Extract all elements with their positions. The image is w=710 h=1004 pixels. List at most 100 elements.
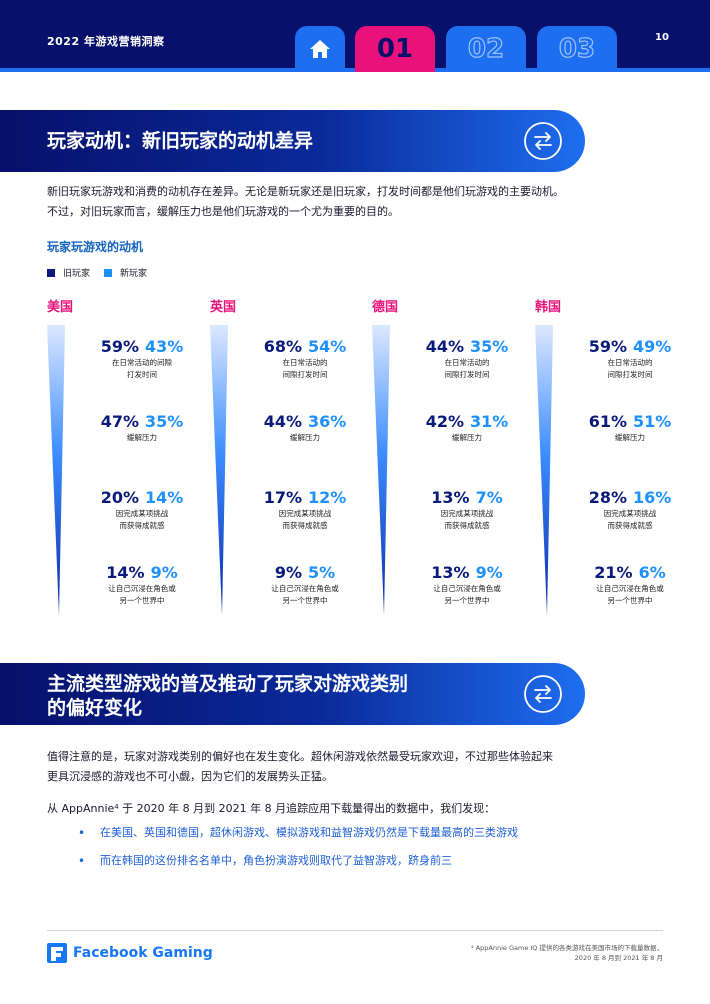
country-label: 美国	[47, 300, 74, 315]
stat-caption: 间隙打发时间	[282, 370, 328, 379]
legend-new-player: 新玩家	[104, 266, 147, 279]
section1-title: 玩家动机：新旧玩家的动机差异	[47, 130, 314, 152]
stat-caption: 另一个世界中	[607, 596, 653, 605]
tab-01-label: 01	[376, 34, 414, 64]
tab-section-02[interactable]: 02	[446, 26, 526, 72]
old-player-value: 44%	[425, 337, 464, 356]
old-player-value: 9%	[274, 563, 302, 582]
old-player-value: 20%	[100, 488, 139, 507]
old-player-value: 21%	[594, 563, 633, 582]
swap-arrows-icon	[524, 675, 562, 713]
swap-arrows-icon	[524, 122, 562, 160]
decorative-wedge	[535, 325, 553, 615]
findings-list: 在美国、英国和德国，超休闲游戏、模拟游戏和益智游戏仍然是下载量最高的三类游戏 而…	[78, 823, 518, 879]
stat-values: 14% 9%	[77, 563, 207, 583]
facebook-gaming-logo: Facebook Gaming	[47, 943, 213, 963]
stat-caption: 而获得成就感	[444, 521, 490, 530]
new-player-value: 5%	[308, 563, 336, 582]
stat-caption: 让自己沉浸在角色或	[433, 584, 501, 593]
motivation-stat: 17% 12% 因完成某项挑战 而获得成就感	[240, 488, 370, 532]
new-player-value: 35%	[470, 337, 509, 356]
stat-caption: 而获得成就感	[119, 521, 165, 530]
motivation-stat: 61% 51% 缓解压力	[565, 412, 695, 444]
new-player-value: 7%	[475, 488, 503, 507]
footnote-line1: ⁴ AppAnnie Game IQ 提供的各类游戏在美国市场的下载量数据，	[471, 944, 663, 952]
stat-caption: 因完成某项挑战	[603, 509, 657, 518]
old-player-value: 44%	[263, 412, 302, 431]
list-item: 而在韩国的这份排名名单中，角色扮演游戏则取代了益智游戏，跻身前三	[78, 851, 518, 879]
motivation-stat: 28% 16% 因完成某项挑战 而获得成就感	[565, 488, 695, 532]
stat-caption: 缓解压力	[615, 433, 645, 442]
new-player-value: 51%	[633, 412, 672, 431]
chart-title: 玩家玩游戏的动机	[47, 240, 144, 254]
stat-values: 68% 54%	[240, 337, 370, 357]
new-player-value: 12%	[308, 488, 347, 507]
section1-intro-line2: 不过，对旧玩家而言，缓解压力也是他们玩游戏的一个尤为重要的目的。	[47, 205, 399, 218]
stat-caption: 因完成某项挑战	[440, 509, 494, 518]
chart-legend: 旧玩家 新玩家	[47, 266, 147, 279]
motivation-stat: 44% 35% 在日常活动的 间隙打发时间	[402, 337, 532, 381]
old-player-value: 42%	[425, 412, 464, 431]
old-player-value: 14%	[106, 563, 145, 582]
old-player-value: 13%	[431, 563, 470, 582]
stat-values: 61% 51%	[565, 412, 695, 432]
stat-values: 42% 31%	[402, 412, 532, 432]
old-player-value: 47%	[100, 412, 139, 431]
decorative-wedge	[372, 325, 390, 615]
old-player-value: 59%	[588, 337, 627, 356]
motivation-stat: 21% 6% 让自己沉浸在角色或 另一个世界中	[565, 563, 695, 607]
motivation-stat: 13% 7% 因完成某项挑战 而获得成就感	[402, 488, 532, 532]
stat-caption: 另一个世界中	[119, 596, 165, 605]
stat-caption: 另一个世界中	[444, 596, 490, 605]
wedge-shape	[372, 325, 390, 615]
tab-home[interactable]	[295, 26, 345, 72]
section1-banner: 玩家动机：新旧玩家的动机差异	[0, 110, 585, 172]
stat-values: 59% 49%	[565, 337, 695, 357]
wedge-shape	[47, 325, 65, 615]
stat-caption: 在日常活动的间隙	[112, 358, 172, 367]
decorative-wedge	[47, 325, 65, 615]
tab-03-label: 03	[558, 33, 596, 64]
new-player-value: 35%	[145, 412, 184, 431]
stat-caption: 打发时间	[127, 370, 157, 379]
section2-title-line1: 主流类型游戏的普及推动了玩家对游戏类别	[47, 673, 409, 695]
stat-caption: 让自己沉浸在角色或	[596, 584, 664, 593]
new-player-value: 6%	[638, 563, 666, 582]
motivation-stat: 47% 35% 缓解压力	[77, 412, 207, 444]
legend-old-player: 旧玩家	[47, 266, 90, 279]
stat-caption: 另一个世界中	[282, 596, 328, 605]
footer-divider	[47, 930, 663, 931]
stat-values: 47% 35%	[77, 412, 207, 432]
stat-caption: 缓解压力	[127, 433, 157, 442]
facebook-gaming-logo-text: Facebook Gaming	[73, 945, 213, 961]
motivation-stat: 44% 36% 缓解压力	[240, 412, 370, 444]
new-player-value: 16%	[633, 488, 672, 507]
wedge-shape	[210, 325, 228, 615]
stat-caption: 在日常活动的	[607, 358, 653, 367]
section2-para-line2: 更具沉浸感的游戏也不可小觑，因为它们的发展势头正猛。	[47, 770, 333, 783]
tab-02-label: 02	[467, 33, 505, 64]
new-player-value: 49%	[633, 337, 672, 356]
stat-caption: 而获得成就感	[282, 521, 328, 530]
tab-section-03[interactable]: 03	[537, 26, 617, 72]
motivation-stat: 13% 9% 让自己沉浸在角色或 另一个世界中	[402, 563, 532, 607]
section2-source-line: 从 AppAnnie⁴ 于 2020 年 8 月到 2021 年 8 月追踪应用…	[47, 802, 496, 815]
stat-values: 20% 14%	[77, 488, 207, 508]
tab-section-01[interactable]: 01	[355, 26, 435, 72]
new-player-value: 9%	[475, 563, 503, 582]
new-player-value: 43%	[145, 337, 184, 356]
stat-values: 59% 43%	[77, 337, 207, 357]
list-item: 在美国、英国和德国，超休闲游戏、模拟游戏和益智游戏仍然是下载量最高的三类游戏	[78, 823, 518, 851]
stat-caption: 因完成某项挑战	[278, 509, 332, 518]
legend-old-swatch	[47, 268, 55, 277]
stat-caption: 在日常活动的	[444, 358, 490, 367]
home-icon	[310, 40, 330, 58]
motivation-stat: 68% 54% 在日常活动的 间隙打发时间	[240, 337, 370, 381]
new-player-value: 31%	[470, 412, 509, 431]
motivation-stat: 14% 9% 让自己沉浸在角色或 另一个世界中	[77, 563, 207, 607]
new-player-value: 14%	[145, 488, 184, 507]
document-title: 2022 年游戏营销洞察	[47, 35, 165, 48]
country-label: 英国	[210, 300, 237, 315]
old-player-value: 13%	[431, 488, 470, 507]
stat-values: 17% 12%	[240, 488, 370, 508]
